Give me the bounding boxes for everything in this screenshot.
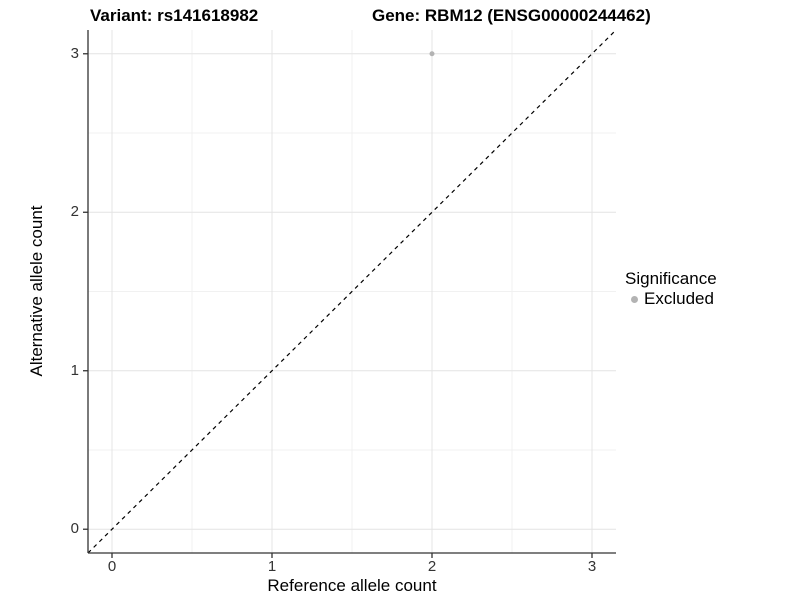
identity-reference-line	[87, 29, 617, 554]
gene-title: Gene: RBM12 (ENSG00000244462)	[372, 6, 651, 25]
x-tick-label: 2	[427, 558, 437, 575]
legend-point-icon	[631, 295, 638, 303]
legend-label: Excluded	[644, 289, 714, 308]
x-axis-title: Reference allele count	[267, 576, 437, 595]
x-tick-label: 0	[107, 558, 117, 575]
y-tick-label: 2	[70, 203, 79, 221]
y-tick-label: 1	[70, 361, 79, 379]
y-tick-label: 3	[70, 44, 79, 62]
legend: Significance Excluded	[625, 268, 717, 309]
x-tick-label: 3	[587, 558, 597, 575]
legend-entry-excluded: Excluded	[625, 289, 717, 309]
variant-title: Variant: rs141618982	[90, 6, 259, 25]
y-tick-label: 0	[70, 520, 79, 538]
y-axis-title: Alternative allele count	[27, 205, 46, 377]
legend-entries: Excluded	[625, 289, 717, 309]
data-point-excluded	[429, 51, 435, 57]
legend-title: Significance	[625, 269, 717, 288]
x-tick-label: 1	[267, 558, 277, 575]
